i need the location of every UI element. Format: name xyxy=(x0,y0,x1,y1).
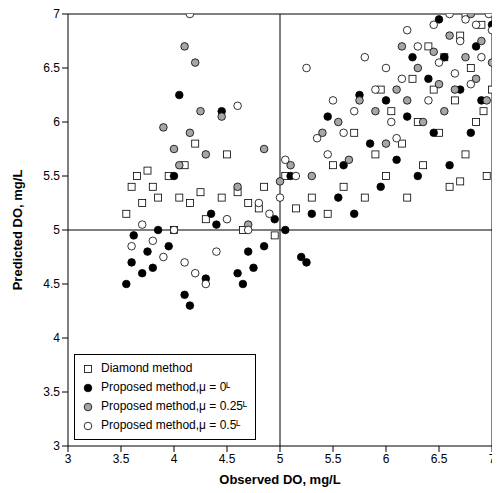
svg-text:3: 3 xyxy=(53,439,60,453)
svg-text:4.5: 4.5 xyxy=(43,277,60,291)
svg-text:4.5: 4.5 xyxy=(219,452,236,466)
svg-text:6.5: 6.5 xyxy=(431,452,448,466)
svg-text:5: 5 xyxy=(53,223,60,237)
svg-text:4: 4 xyxy=(171,452,178,466)
svg-text:3.5: 3.5 xyxy=(43,385,60,399)
html-text:Proposed method,μ = 0ᴸ: Proposed method,μ = 0ᴸ xyxy=(101,380,231,394)
svg-text:5.5: 5.5 xyxy=(43,169,60,183)
svg-text:4: 4 xyxy=(53,331,60,345)
svg-text:6.5: 6.5 xyxy=(43,61,60,75)
svg-text:Observed DO, mg/L: Observed DO, mg/L xyxy=(219,472,340,487)
html-text:Proposed method,μ = 0.25ᴸ: Proposed method,μ = 0.25ᴸ xyxy=(101,399,248,413)
svg-text:7: 7 xyxy=(489,452,492,466)
svg-text:5.5: 5.5 xyxy=(325,452,342,466)
svg-text:Predicted DO, mg/L: Predicted DO, mg/L xyxy=(10,170,25,291)
svg-text:3.5: 3.5 xyxy=(113,452,130,466)
svg-text:7: 7 xyxy=(53,8,60,21)
svg-text:5: 5 xyxy=(277,452,284,466)
svg-text:3: 3 xyxy=(65,452,72,466)
html-text:Proposed method,μ = 0.5ᴸ: Proposed method,μ = 0.5ᴸ xyxy=(101,418,241,432)
html-text:Diamond method: Diamond method xyxy=(101,361,193,375)
svg-text:6: 6 xyxy=(383,452,390,466)
svg-text:6: 6 xyxy=(53,115,60,129)
